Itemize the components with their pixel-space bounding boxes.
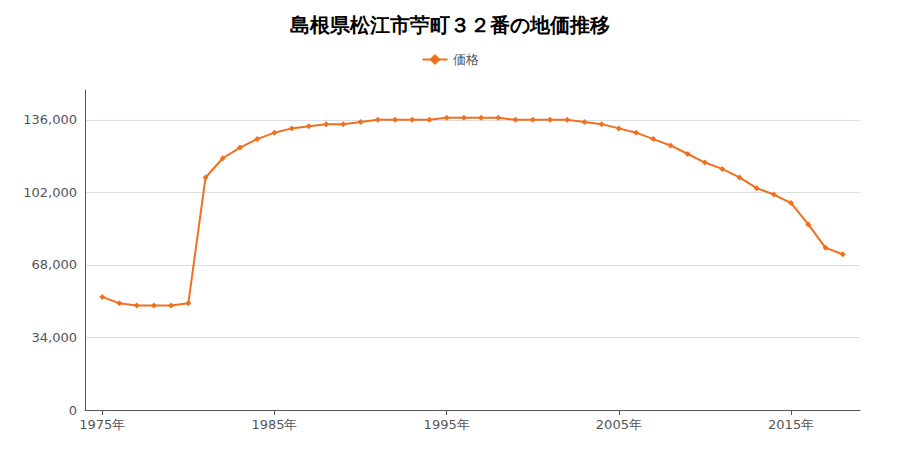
svg-text:価格: 価格 xyxy=(453,52,479,67)
svg-text:102,000: 102,000 xyxy=(23,185,77,200)
svg-text:2005年: 2005年 xyxy=(596,417,642,432)
svg-text:68,000: 68,000 xyxy=(32,257,78,272)
svg-text:1975年: 1975年 xyxy=(79,417,125,432)
svg-text:1995年: 1995年 xyxy=(424,417,470,432)
svg-text:2015年: 2015年 xyxy=(768,417,814,432)
svg-text:島根県松江市苧町３２番の地価推移: 島根県松江市苧町３２番の地価推移 xyxy=(290,13,610,37)
svg-text:1985年: 1985年 xyxy=(251,417,297,432)
svg-text:136,000: 136,000 xyxy=(23,112,77,127)
svg-text:0: 0 xyxy=(69,403,77,418)
svg-text:34,000: 34,000 xyxy=(32,330,78,345)
